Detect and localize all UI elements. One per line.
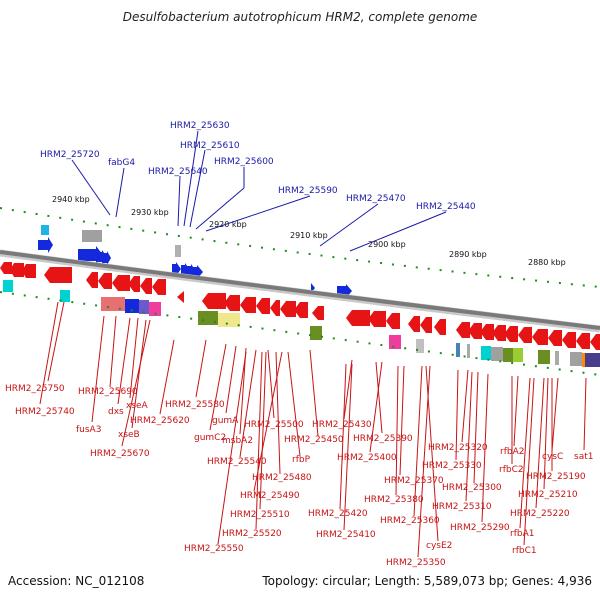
gene-label: HRM2_25590 xyxy=(278,186,338,196)
scale-labels: 2940 kbp 2930 kbp 2920 kbp 2910 kbp 2900… xyxy=(52,195,566,267)
gene-label: HRM2_25620 xyxy=(130,416,190,426)
accession-text: Accession: NC_012108 xyxy=(8,574,145,588)
gene-label: HRM2_25220 xyxy=(510,509,570,519)
gene-label: HRM2_25420 xyxy=(308,509,368,519)
gene-label: HRM2_25430 xyxy=(312,420,372,430)
gene-label: HRM2_25320 xyxy=(428,443,488,453)
topology-text: Topology: circular; Length: 5,589,073 bp… xyxy=(262,574,592,588)
chromosome-backbone xyxy=(0,249,600,333)
gene-label: rfbC1 xyxy=(512,546,537,556)
gene-label: HRM2_25600 xyxy=(214,157,274,167)
gene-label: cysE2 xyxy=(426,541,452,551)
gene-label: HRM2_25640 xyxy=(148,167,208,177)
gene-label: HRM2_25720 xyxy=(40,150,100,160)
gene-label: HRM2_25580 xyxy=(165,400,225,410)
gene-label: HRM2_25390 xyxy=(353,434,413,444)
gene-label: HRM2_25540 xyxy=(207,457,267,467)
gene-label: HRM2_25470 xyxy=(346,194,406,204)
gene-label: HRM2_25610 xyxy=(180,141,240,151)
gene-label: HRM2_25690 xyxy=(78,387,138,397)
gene-label: HRM2_25520 xyxy=(222,529,282,539)
gene-label: gumA xyxy=(212,416,239,426)
gene-label: dxs xyxy=(108,407,124,417)
gene-label: xseA xyxy=(126,401,149,411)
gene-label: HRM2_25210 xyxy=(518,490,578,500)
scale-label: 2930 kbp xyxy=(131,208,169,217)
gene-label: fusA3 xyxy=(76,425,101,435)
bottom-labels: HRM2_25750 HRM2_25740 fusA3 HRM2_25690 d… xyxy=(5,384,593,568)
gene-label: xseB xyxy=(118,430,140,440)
gene-label: HRM2_25750 xyxy=(5,384,65,394)
feature-boxes xyxy=(3,280,600,367)
gene-label: HRM2_25740 xyxy=(15,407,75,417)
gene-label: HRM2_25550 xyxy=(184,544,244,554)
gene-label: rfbA1 xyxy=(510,529,534,539)
map-title: Desulfobacterium autotrophicum HRM2, com… xyxy=(122,10,478,24)
forward-strand-genes xyxy=(38,225,352,298)
reverse-strand-genes xyxy=(0,262,600,350)
gene-label: HRM2_25670 xyxy=(90,449,150,459)
gene-label: HRM2_25300 xyxy=(442,483,502,493)
bottom-leader-lines xyxy=(39,301,587,558)
scale-label: 2880 kbp xyxy=(528,258,566,267)
top-leader-lines xyxy=(71,130,447,252)
gene-label: HRM2_25400 xyxy=(337,453,397,463)
gene-label: HRM2_25500 xyxy=(244,420,304,430)
gene-label: fabG4 xyxy=(108,158,135,168)
gene-label: HRM2_25290 xyxy=(450,523,510,533)
gene-label: rfbA2 xyxy=(500,447,524,457)
gene-label: rfbP xyxy=(292,455,311,465)
gene-label: HRM2_25490 xyxy=(240,491,300,501)
gene-label: HRM2_25190 xyxy=(526,472,586,482)
scale-label: 2940 kbp xyxy=(52,195,90,204)
gene-label: HRM2_25480 xyxy=(252,473,312,483)
gene-label: gumC2 xyxy=(194,433,226,443)
gene-label: HRM2_25630 xyxy=(170,121,230,131)
gene-label: HRM2_25510 xyxy=(230,510,290,520)
gene-label: rfbC2 xyxy=(499,465,524,475)
gene-label: HRM2_25370 xyxy=(384,476,444,486)
gene-label: HRM2_25380 xyxy=(364,495,424,505)
bottom-tick-row xyxy=(0,291,600,376)
gene-label: cysC xyxy=(542,452,563,462)
scale-label: 2910 kbp xyxy=(290,231,328,240)
scale-label: 2890 kbp xyxy=(449,250,487,259)
gene-label: HRM2_25330 xyxy=(422,461,482,471)
scale-label: 2900 kbp xyxy=(368,240,406,249)
gene-label: HRM2_25310 xyxy=(432,502,492,512)
gene-label: sat1 xyxy=(574,452,593,462)
top-tick-row xyxy=(0,207,600,288)
gene-label: msbA2 xyxy=(222,436,253,446)
gene-label: HRM2_25410 xyxy=(316,530,376,540)
scale-label: 2920 kbp xyxy=(209,220,247,229)
top-labels: HRM2_25720 fabG4 HRM2_25630 HRM2_25610 H… xyxy=(40,121,476,212)
gene-label: HRM2_25450 xyxy=(284,435,344,445)
gene-label: HRM2_25440 xyxy=(416,202,476,212)
gene-label: HRM2_25350 xyxy=(386,558,446,568)
gene-label: HRM2_25360 xyxy=(380,516,440,526)
